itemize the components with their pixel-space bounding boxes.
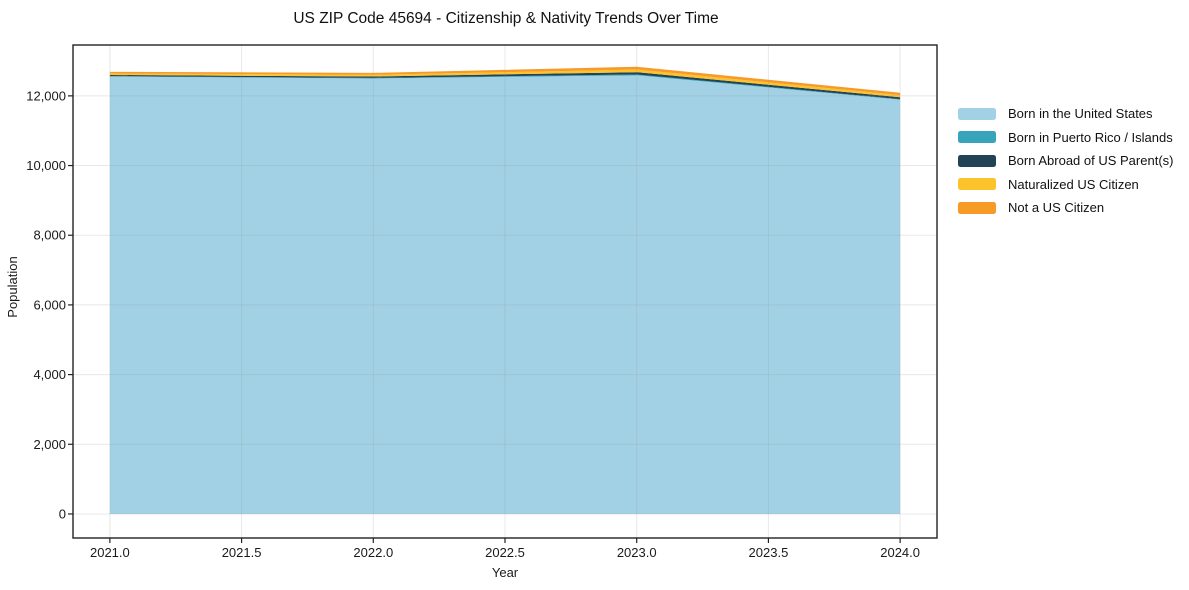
legend-label: Born Abroad of US Parent(s) [1008,153,1174,169]
legend-item-born-in-puerto-rico-islands: Born in Puerto Rico / Islands [958,126,1173,150]
chart-title: US ZIP Code 45694 - Citizenship & Nativi… [293,10,718,27]
y-tick-label: 0 [59,506,66,521]
y-tick-label: 4,000 [33,367,66,382]
x-tick-label: 2021.0 [90,545,130,560]
legend-item-naturalized-us-citizen: Naturalized US Citizen [958,173,1173,197]
y-tick-label: 2,000 [33,437,66,452]
x-tick-label: 2023.5 [749,545,789,560]
legend-swatch [958,201,996,214]
y-tick-label: 6,000 [33,297,66,312]
legend-swatch [958,178,996,191]
area-not-a-us-citizen [109,66,901,96]
x-tick-label: 2021.5 [222,545,262,560]
x-axis-label: Year [492,565,519,580]
legend-item-born-abroad-of-us-parent-s: Born Abroad of US Parent(s) [958,149,1173,173]
area-born-in-puerto-rico-islands [109,74,901,100]
tick-labels: 2021.0 2021.5 2022.0 2022.5 2023.0 2023.5 2024… [26,88,920,560]
legend-label: Born in the United States [1008,106,1153,122]
area-born-in-the-united-states [109,75,901,514]
legend-item-born-in-the-united-states: Born in the United States [958,102,1173,126]
legend-label: Not a US Citizen [1008,200,1105,216]
x-tick-label: 2022.0 [353,545,393,560]
legend-swatch [958,107,996,120]
legend-swatch [958,131,996,144]
legend-label: Naturalized US Citizen [1008,176,1139,192]
area-series-group [109,66,901,514]
legend-label: Born in Puerto Rico / Islands [1008,129,1173,145]
area-born-abroad-of-us-parent-s [109,72,901,100]
y-tick-label: 10,000 [26,158,66,173]
area-naturalized-us-citizen [109,69,901,98]
y-axis-label: Population [5,256,20,317]
legend: Born in the United States Born in Puerto … [958,102,1173,220]
x-tick-label: 2023.0 [617,545,657,560]
x-tick-label: 2024.0 [880,545,920,560]
gridlines [73,45,937,538]
legend-item-not-a-us-citizen: Not a US Citizen [958,196,1173,220]
legend-swatch [958,154,996,167]
y-tick-label: 8,000 [33,228,66,243]
y-tick-label: 12,000 [26,88,66,103]
axis-ticks [68,95,901,543]
x-tick-label: 2022.5 [485,545,525,560]
